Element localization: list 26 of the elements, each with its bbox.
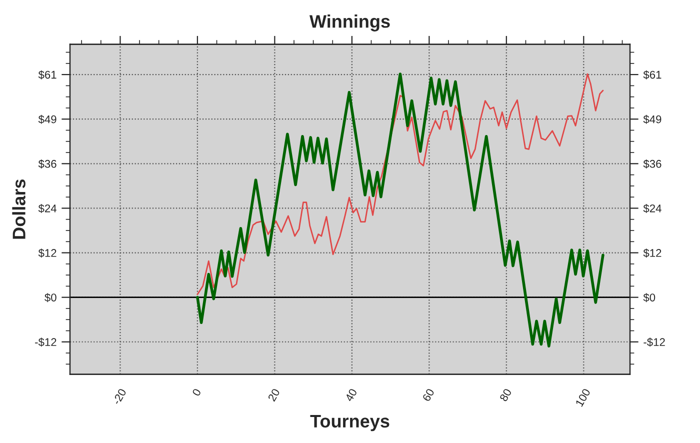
line-series xyxy=(196,72,604,348)
y2-tick-label: $61 xyxy=(643,70,662,80)
y2-tick-label: -$12 xyxy=(644,338,665,347)
x-tick-label: 80 xyxy=(499,388,512,402)
line-series xyxy=(196,73,604,296)
y2-tick-label: $24 xyxy=(643,204,662,214)
y2-tick-label: $36 xyxy=(643,159,662,168)
x-tick-label: 40 xyxy=(344,388,358,402)
y-tick-label: $49 xyxy=(38,114,56,124)
y-tick-label: $61 xyxy=(38,70,56,80)
y-tick-label: -$12 xyxy=(35,338,56,347)
x-tick-label: -20 xyxy=(112,388,127,406)
y-tick-label: $24 xyxy=(38,204,56,214)
x-tick-label: 20 xyxy=(268,388,280,402)
y2-tick-label: $49 xyxy=(643,114,662,124)
y2-tick-label: $12 xyxy=(643,248,662,258)
x-tick-label: 100 xyxy=(575,388,591,407)
chart-title: Winnings xyxy=(309,14,390,32)
y2-tick-label: $0 xyxy=(643,293,656,302)
x-tick-label: 60 xyxy=(422,388,435,402)
y-tick-label: $36 xyxy=(38,159,56,168)
y-tick-label: $0 xyxy=(44,293,56,302)
x-tick-label: 0 xyxy=(192,388,202,397)
y-tick-label: $12 xyxy=(38,248,56,258)
x-axis-title: Tourneys xyxy=(310,414,390,432)
y-axis-title: Dollars xyxy=(12,179,26,239)
